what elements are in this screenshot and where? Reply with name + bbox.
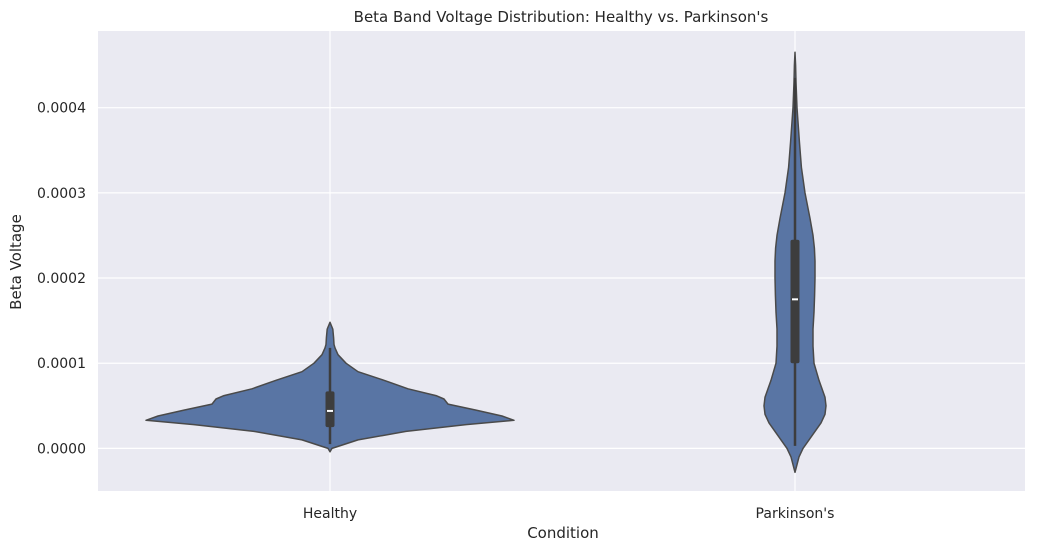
y-tick-label: 0.0002: [37, 271, 86, 287]
y-axis-ticks: 0.0000 0.0001 0.0002 0.0003 0.0004: [37, 101, 86, 458]
x-axis-label: Condition: [527, 524, 599, 542]
y-tick-label: 0.0000: [37, 441, 86, 457]
violin-iqr-box: [325, 391, 335, 428]
x-tick-label: Parkinson's: [756, 506, 835, 522]
y-tick-label: 0.0001: [37, 356, 86, 372]
violin-iqr-box: [790, 239, 800, 364]
x-tick-label: Healthy: [303, 506, 357, 522]
violins: [145, 51, 827, 474]
chart-title: Beta Band Voltage Distribution: Healthy …: [354, 8, 769, 26]
y-tick-label: 0.0004: [37, 101, 86, 117]
y-axis-label: Beta Voltage: [7, 214, 25, 310]
y-tick-label: 0.0003: [37, 186, 86, 202]
x-axis-ticks: Healthy Parkinson's: [303, 506, 835, 522]
